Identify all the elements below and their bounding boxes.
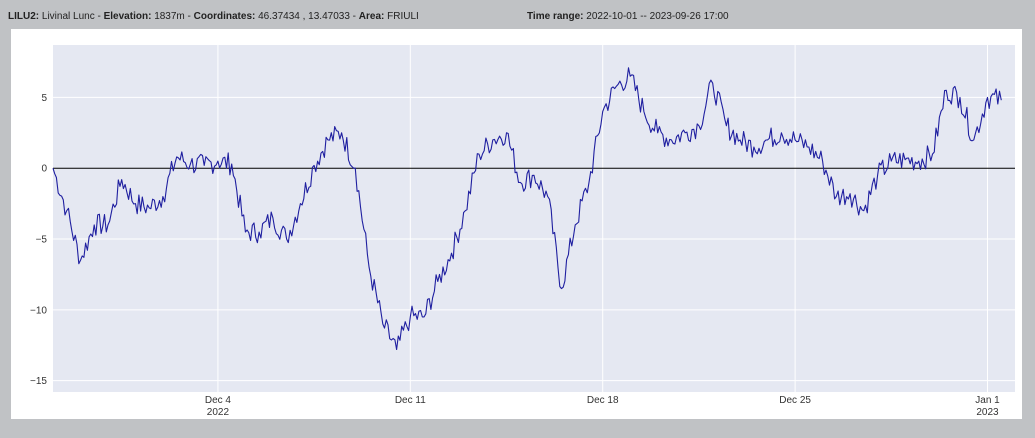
elevation-value: 1837m bbox=[154, 11, 185, 22]
x-tick-year-label: 2023 bbox=[976, 407, 999, 418]
coordinates-value: 46.37434 , 13.47033 bbox=[258, 11, 350, 22]
time-range-info: Time range: 2022-10-01 -- 2023-09-26 17:… bbox=[527, 11, 729, 22]
chart-panel: 5 0 −5 −10 −15 Dec 4 2022 Dec 11 Dec 18 Dec 25 Ja… bbox=[11, 29, 1022, 419]
area-value: FRIULI bbox=[387, 11, 419, 22]
x-tick-year-label: 2022 bbox=[207, 407, 230, 418]
y-tick-label: −10 bbox=[30, 305, 47, 316]
separator: - bbox=[97, 11, 101, 22]
time-range-value: 2022-10-01 -- 2023-09-26 17:00 bbox=[586, 11, 729, 22]
station-info: LILU2: Livinal Lunc - Elevation: 1837m -… bbox=[8, 11, 419, 22]
x-tick-label: Dec 25 bbox=[779, 395, 811, 406]
y-axis-ticks: 5 0 −5 −10 −15 bbox=[30, 93, 47, 387]
elevation-label: Elevation: bbox=[103, 11, 152, 22]
y-tick-label: 5 bbox=[41, 93, 47, 104]
header-bar: LILU2: Livinal Lunc - Elevation: 1837m -… bbox=[0, 0, 1035, 28]
x-tick-label: Dec 11 bbox=[395, 395, 426, 406]
x-tick-label: Jan 1 bbox=[975, 395, 1000, 406]
separator: - bbox=[187, 11, 191, 22]
plot-area bbox=[53, 45, 1015, 392]
y-tick-label: −5 bbox=[36, 235, 48, 246]
time-range-label: Time range: bbox=[527, 11, 584, 22]
temperature-line bbox=[52, 67, 1002, 351]
separator: - bbox=[352, 11, 357, 22]
station-name: Livinal Lunc bbox=[41, 11, 95, 22]
x-tick-label: Dec 4 bbox=[205, 395, 232, 406]
grid-lines bbox=[53, 45, 1015, 392]
station-code: LILU2: bbox=[8, 11, 40, 22]
area-label: Area: bbox=[358, 11, 385, 22]
x-tick-label: Dec 18 bbox=[587, 395, 619, 406]
y-tick-label: −15 bbox=[30, 376, 47, 387]
y-tick-label: 0 bbox=[41, 164, 47, 175]
coordinates-label: Coordinates: bbox=[193, 11, 256, 22]
